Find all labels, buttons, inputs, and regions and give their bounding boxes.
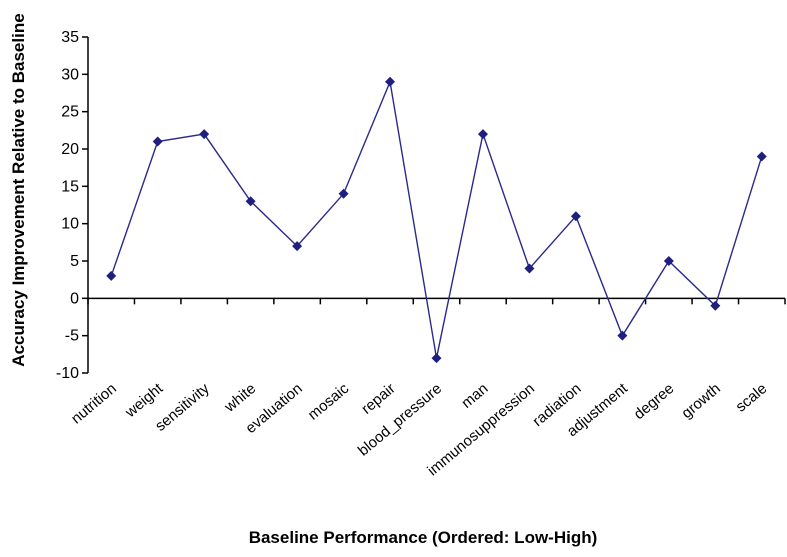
data-point-marker bbox=[199, 129, 210, 140]
data-point-marker bbox=[431, 353, 442, 364]
data-point-marker bbox=[477, 129, 488, 140]
series-layer bbox=[106, 76, 767, 364]
data-point-marker bbox=[385, 76, 396, 87]
y-tick-label: -10 bbox=[56, 365, 79, 382]
x-tick-label: repair bbox=[358, 380, 398, 418]
y-tick-label: 0 bbox=[70, 290, 79, 307]
x-tick-label: mosaic bbox=[305, 380, 353, 424]
x-tick-label: white bbox=[221, 380, 260, 416]
x-axis-title: Baseline Performance (Ordered: Low-High) bbox=[249, 528, 598, 547]
y-tick-label: 10 bbox=[61, 216, 79, 233]
x-tick-label: blood_pressure bbox=[355, 380, 445, 459]
y-tick-label: -5 bbox=[65, 328, 79, 345]
y-tick-label: 15 bbox=[61, 178, 79, 195]
data-point-marker bbox=[524, 263, 535, 274]
y-tick-label: 20 bbox=[61, 141, 79, 158]
y-axis-title: Accuracy Improvement Relative to Baselin… bbox=[9, 13, 28, 366]
data-point-marker bbox=[106, 270, 117, 281]
axes bbox=[82, 36, 786, 374]
y-tick-label: 35 bbox=[61, 29, 79, 46]
data-point-marker bbox=[245, 196, 256, 207]
y-tick-label: 30 bbox=[61, 66, 79, 83]
x-tick-label: man bbox=[458, 380, 491, 412]
data-point-marker bbox=[756, 151, 767, 162]
x-tick-label: degree bbox=[631, 380, 678, 423]
x-tick-label: scale bbox=[733, 380, 771, 416]
series-line bbox=[110, 79, 763, 359]
x-tick-label: growth bbox=[678, 380, 723, 422]
data-point-marker bbox=[338, 188, 349, 199]
data-point-marker bbox=[570, 211, 581, 222]
data-point-marker bbox=[663, 256, 674, 266]
data-point-marker bbox=[292, 241, 303, 252]
x-tick-label: nutrition bbox=[68, 380, 120, 427]
data-point-marker bbox=[152, 136, 163, 147]
y-tick-label: 5 bbox=[70, 253, 79, 270]
y-tick-label: 25 bbox=[61, 104, 79, 121]
data-point-marker bbox=[617, 330, 628, 341]
data-point-marker bbox=[710, 300, 721, 311]
